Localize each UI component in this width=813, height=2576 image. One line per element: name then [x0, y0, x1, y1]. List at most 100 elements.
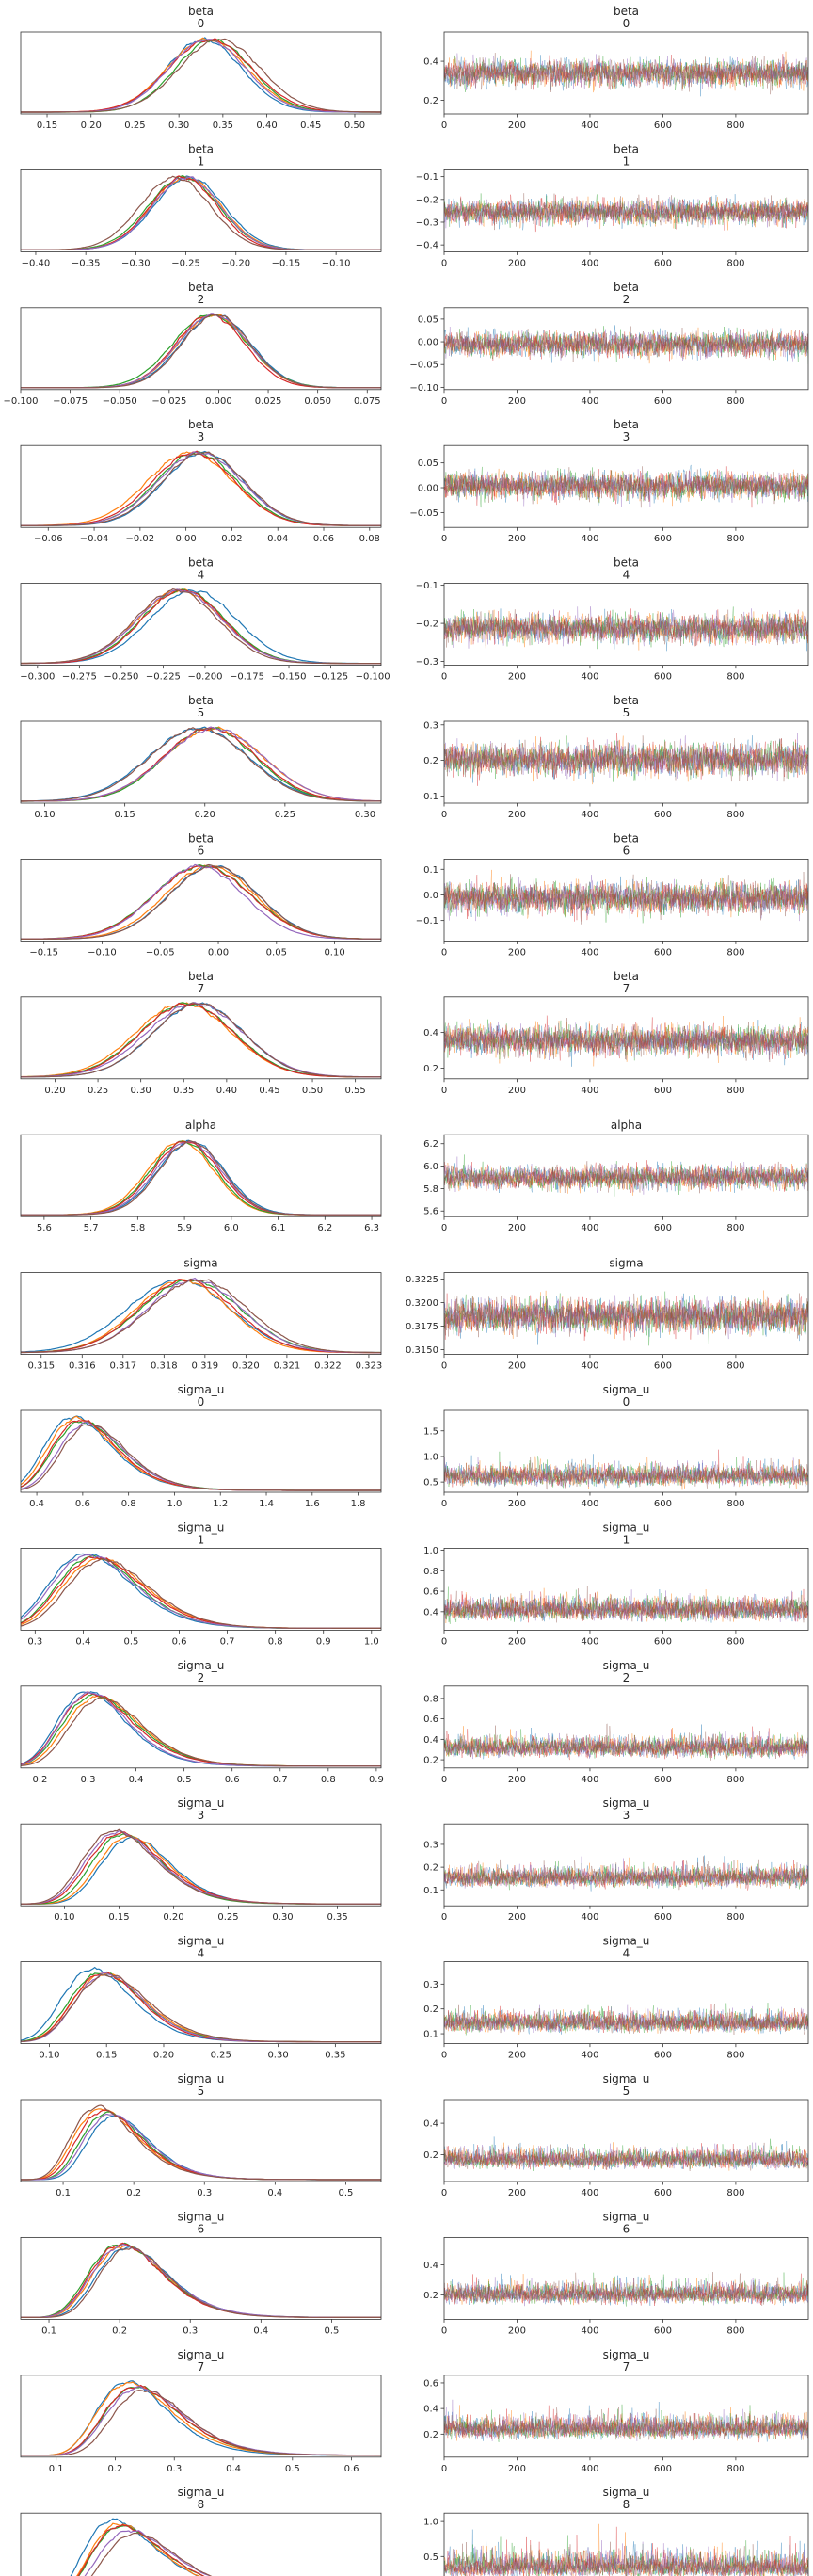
series-lines: [21, 2380, 381, 2456]
series-lines: [21, 174, 381, 250]
panel-subtitle: 0: [198, 17, 205, 30]
x-tick-label: 0: [441, 1636, 447, 1647]
density-line: [21, 2246, 381, 2318]
density-line: [21, 1557, 381, 1629]
x-tick-label: 400: [581, 1912, 598, 1923]
density-line: [21, 726, 381, 802]
x-tick-label: 0.5: [285, 2464, 300, 2474]
x-tick-label: 0: [441, 534, 447, 544]
x-tick-label: 0.5: [177, 1775, 192, 1785]
axes-frame: [443, 307, 809, 391]
x-tick-label: 0.10: [39, 2051, 59, 2061]
density-panel-18: sigma_u80.00.20.40.60.81.0: [20, 2486, 382, 2576]
trace-line: [444, 1586, 808, 1623]
density-line: [21, 727, 381, 802]
x-tick-label: 0.4: [129, 1775, 144, 1785]
density-line: [21, 727, 381, 802]
density-line: [21, 38, 381, 113]
x-tick-label: 400: [581, 1361, 598, 1372]
x-tick-label: 400: [581, 258, 598, 268]
series-lines: [21, 2104, 381, 2181]
density-line: [21, 1555, 381, 1629]
y-tick-label: −0.4: [416, 241, 438, 251]
density-line: [21, 451, 381, 526]
density-line: [21, 726, 381, 802]
axes-frame: [20, 444, 382, 528]
trace-line: [444, 193, 808, 231]
x-tick-label: 0.15: [37, 121, 57, 131]
axes-frame: [20, 2099, 382, 2182]
axes-frame: [20, 1134, 382, 1217]
x-tick-label: 0.20: [81, 121, 102, 131]
x-tick-label: 0.321: [274, 1361, 301, 1372]
panel-subtitle: 5: [198, 706, 205, 719]
x-tick-label: 200: [508, 810, 526, 820]
series-lines: [444, 869, 808, 925]
panel-title: beta: [614, 142, 639, 155]
density-line: [21, 1279, 381, 1354]
trace-line: [444, 2272, 808, 2307]
panel-subtitle: 7: [623, 2360, 630, 2374]
trace-line: [444, 871, 808, 925]
panel-title: beta: [188, 831, 214, 845]
trace-line: [444, 1161, 808, 1194]
density-line: [21, 1966, 381, 2043]
x-tick-label: 0.3: [27, 1636, 42, 1647]
x-tick-label: 1.0: [167, 1499, 182, 1509]
series-lines: [21, 450, 381, 526]
trace-line: [444, 53, 808, 95]
trace-line: [444, 1449, 808, 1489]
panel-subtitle: 5: [623, 706, 630, 719]
x-tick-label: 0.04: [267, 534, 288, 544]
x-tick-label: 800: [726, 1361, 744, 1372]
density-line: [21, 450, 381, 526]
density-line: [76, 2522, 201, 2576]
trace-panel-11: sigma_u1 0.4 0.6 0.8 1.0 0 200 400 600 800: [423, 1521, 809, 1647]
x-tick-label: 0.35: [327, 1912, 347, 1923]
x-tick-label: 400: [581, 672, 598, 683]
x-tick-label: 0.1: [41, 2326, 56, 2336]
y-tick-label: 1.0: [423, 2518, 438, 2528]
panel-title: sigma_u: [603, 1796, 650, 1810]
x-tick-label: −0.125: [313, 672, 348, 683]
x-tick-label: 0: [441, 396, 447, 407]
x-tick-label: 200: [508, 1912, 526, 1923]
x-tick-label: 200: [508, 2464, 526, 2474]
x-tick-label: 0.50: [302, 1086, 323, 1096]
trace-line: [444, 2004, 808, 2036]
x-tick-label: 600: [654, 1086, 672, 1096]
density-line: [21, 1279, 381, 1354]
trace-line: [444, 1293, 808, 1341]
y-tick-label: 0.2: [423, 2004, 438, 2015]
x-tick-label: 0.30: [131, 1086, 151, 1096]
density-line: [21, 1691, 381, 1767]
y-tick-label: 0.4: [423, 1028, 438, 1038]
x-tick-label: −0.200: [187, 672, 222, 683]
panel-title: sigma_u: [178, 1796, 225, 1810]
x-tick-label: 0: [441, 2326, 447, 2336]
x-tick-label: −0.150: [272, 672, 307, 683]
panel-title: beta: [614, 694, 639, 707]
x-tick-label: 0.25: [88, 1086, 108, 1096]
density-line: [21, 863, 381, 940]
y-tick-label: 5.6: [423, 1207, 438, 1217]
panel-subtitle: 3: [198, 430, 205, 443]
density-line: [21, 2111, 381, 2181]
density-line: [21, 1002, 381, 1078]
panel-subtitle: 3: [623, 1809, 630, 1822]
series-lines: [21, 1966, 381, 2043]
x-tick-label: 0.10: [324, 947, 344, 958]
series-lines: [444, 1855, 808, 1892]
y-tick-label: 0.8: [423, 1694, 438, 1704]
axes-frame: [20, 307, 382, 391]
axes-frame: [443, 996, 809, 1080]
panel-title: alpha: [185, 1119, 216, 1132]
trace-panel-8: alpha 5.6 5.8 6.0 6.2 0 200 400 600 800: [423, 1119, 809, 1233]
density-line: [21, 863, 381, 940]
trace-line: [444, 1856, 808, 1891]
x-tick-label: 6.2: [317, 1223, 332, 1233]
x-tick-label: 0.35: [213, 121, 233, 131]
axes-frame: [20, 1272, 382, 1355]
